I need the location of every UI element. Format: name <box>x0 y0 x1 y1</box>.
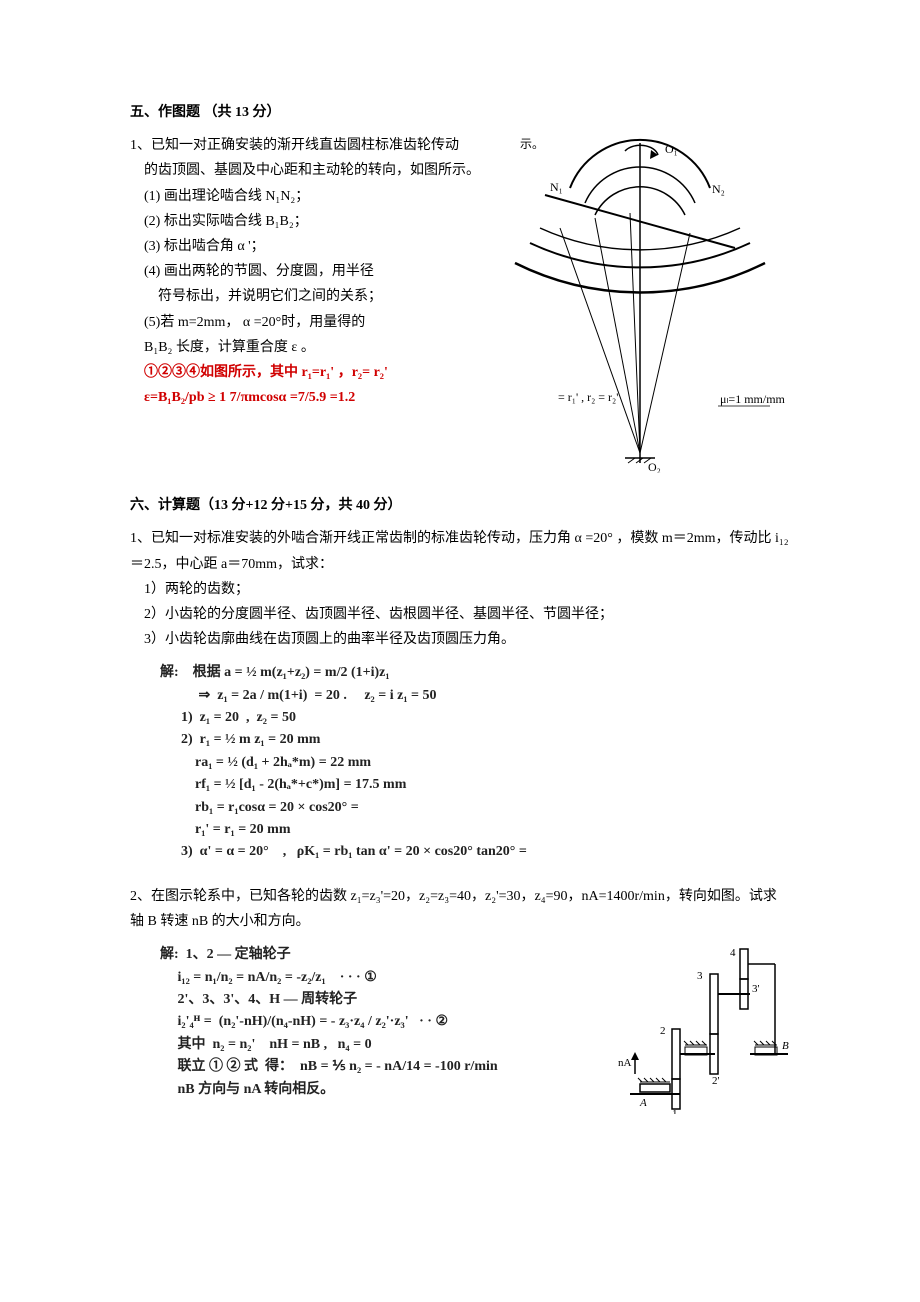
q5-1-item4a: (4) 画出两轮的节圆、分度圆，用半径 <box>130 259 480 284</box>
q6-1-sub1: 1）两轮的齿数； <box>130 577 790 602</box>
q5-1-item5b: B₁B₂ 长度，计算重合度 ε 。 <box>130 335 480 360</box>
q5-1-stem-l1: 1、已知一对正确安装的渐开线直齿圆柱标准齿轮传动 <box>130 133 480 158</box>
fig1-o1: O₁ <box>665 142 678 156</box>
q5-1-stem-l2: 的齿顶圆、基圆及中心距和主动轮的转向，如图所示。 <box>130 158 480 183</box>
fig2-l1: 1 <box>672 1108 678 1114</box>
q5-1-item2: (2) 标出实际啮合线 B₁B₂； <box>130 209 480 234</box>
q5-1-item5a: (5)若 m=2mm， α =20°时，用量得的 <box>130 310 480 335</box>
fig1-scale: μₗ=1 mm/mm <box>720 392 786 406</box>
q6-2-handwriting: 解: 1、2 — 定轴轮子 i₁₂ = n₁/n₂ = nA/n₂ = -z₂/… <box>160 944 600 1101</box>
fig2-l2p: 2' <box>712 1075 720 1087</box>
q5-1-item1: (1) 画出理论啮合线 N₁N₂； <box>130 184 480 209</box>
q5-1-item3: (3) 标出啮合角 α '； <box>130 234 480 259</box>
fig1-center-label: = r₁' , r₂ = r₂' <box>558 390 618 404</box>
section6-title: 六、计算题（13 分+12 分+15 分，共 40 分） <box>130 493 790 518</box>
q5-1: 1、已知一对正确安装的渐开线直齿圆柱标准齿轮传动 的齿顶圆、基圆及中心距和主动轮… <box>130 133 790 473</box>
fig2-nA: nA <box>618 1057 632 1069</box>
q6-2-stem: 2、在图示轮系中，已知各轮的齿数 z₁=z₃'=20，z₂=z₃=40，z₂'=… <box>130 884 790 934</box>
fig2-l3: 3 <box>697 970 703 982</box>
q5-1-text: 1、已知一对正确安装的渐开线直齿圆柱标准齿轮传动 的齿顶圆、基圆及中心距和主动轮… <box>130 133 480 410</box>
q6-1: 1、已知一对标准安装的外啮合渐开线正常齿制的标准齿轮传动，压力角 α =20° … <box>130 526 790 863</box>
q6-2: 2、在图示轮系中，已知各轮的齿数 z₁=z₃'=20，z₂=z₃=40，z₂'=… <box>130 884 790 1121</box>
section5-title: 五、作图题 （共 13 分） <box>130 100 790 125</box>
fig1-n2: N₂ <box>712 182 725 196</box>
fig2-l2: 2 <box>660 1025 666 1037</box>
fig2-B: B <box>782 1040 789 1052</box>
fig2-l4: 4 <box>730 947 736 959</box>
q6-2-figure: A nA 1 2 2' <box>610 934 790 1114</box>
fig1-n1: N₁ <box>550 180 563 194</box>
fig2-l3p: 3' <box>752 983 760 995</box>
fig2-A: A <box>639 1097 647 1109</box>
q5-1-item4b: 符号标出，并说明它们之间的关系； <box>130 284 480 309</box>
q6-1-sub2: 2）小齿轮的分度圆半径、齿顶圆半径、齿根圆半径、基圆半径、节圆半径； <box>130 602 790 627</box>
fig1-o2: O₂ <box>648 460 661 473</box>
q6-1-sub3: 3）小齿轮齿廓曲线在齿顶圆上的曲率半径及齿顶圆压力角。 <box>130 627 790 652</box>
q5-1-ans-l1: ①②③④如图所示，其中 r₁=r₁' ，r₂= r₂' <box>130 360 480 385</box>
q6-1-stem: 1、已知一对标准安装的外啮合渐开线正常齿制的标准齿轮传动，压力角 α =20° … <box>130 526 790 576</box>
q5-1-figure: 示。 O₁ N₂ N₁ <box>490 133 790 473</box>
fig1-caption: 示。 <box>520 137 544 151</box>
q6-1-handwriting: 解: 根据 a = ½ m(z₁+z₂) = m/2 (1+i)z₁ ⇒ z₁ … <box>160 662 790 864</box>
q5-1-ans-l2: ε=B₁B₂/pb ≥ 1 7/πmcosα =7/5.9 =1.2 <box>130 385 480 410</box>
